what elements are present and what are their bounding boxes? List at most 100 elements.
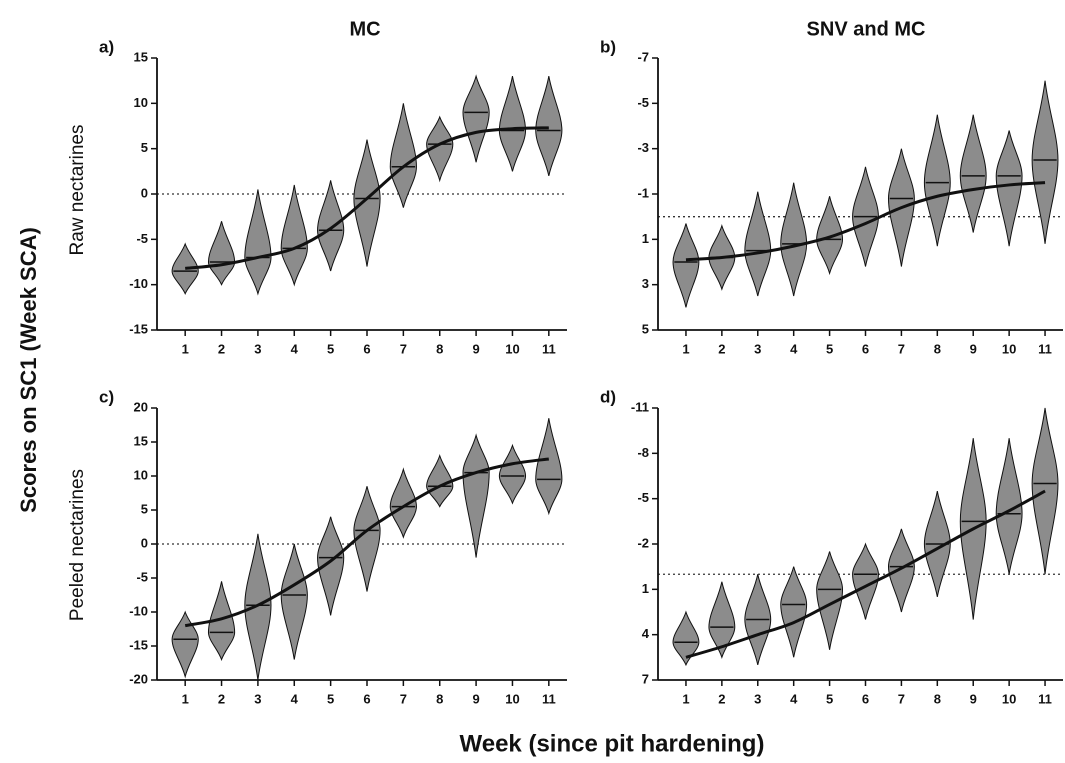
fit-line	[185, 126, 549, 270]
x-tick-label: 11	[1038, 691, 1052, 706]
y-tick-label: 5	[642, 321, 649, 336]
x-tick-label: 6	[862, 691, 869, 706]
column-title: MC	[349, 18, 380, 40]
fit-line	[685, 489, 1046, 659]
violin	[498, 443, 527, 505]
y-tick-label: -5	[136, 569, 148, 584]
y-axis-label: Scores on SC1 (Week SCA)	[16, 227, 41, 513]
y-tick-label: -10	[129, 276, 148, 291]
y-tick-label: -20	[129, 671, 148, 686]
violin	[816, 196, 844, 276]
x-tick-label: 3	[754, 691, 761, 706]
violin	[887, 528, 915, 613]
violin	[280, 543, 308, 660]
panel-label: c)	[99, 387, 114, 406]
x-tick-label: 2	[718, 341, 725, 356]
violin	[672, 610, 700, 667]
y-tick-label: -5	[136, 231, 148, 246]
violin	[244, 533, 272, 681]
x-tick-label: 3	[254, 341, 261, 356]
violin	[462, 433, 490, 558]
violin	[317, 516, 345, 616]
y-tick-label: -8	[637, 445, 649, 460]
y-tick-label: 10	[134, 467, 148, 482]
violin	[498, 76, 527, 172]
y-tick-label: 1	[642, 581, 649, 596]
violin	[244, 189, 272, 296]
x-tick-label: 9	[472, 691, 479, 706]
x-tick-label: 10	[1002, 341, 1016, 356]
violin	[959, 114, 987, 233]
x-tick-label: 10	[505, 691, 519, 706]
x-tick-label: 2	[218, 341, 225, 356]
x-tick-label: 5	[327, 341, 334, 356]
fit-line	[184, 457, 550, 628]
x-tick-label: 10	[505, 341, 519, 356]
x-tick-label: 4	[291, 691, 299, 706]
violin	[207, 221, 236, 286]
violin	[672, 223, 700, 308]
violin	[171, 610, 199, 679]
x-tick-label: 1	[182, 691, 189, 706]
violin	[317, 180, 345, 272]
violin	[389, 467, 417, 539]
x-tick-label: 1	[682, 341, 689, 356]
violin	[816, 551, 844, 650]
y-tick-label: 15	[134, 49, 148, 64]
x-axis-label: Week (since pit hardening)	[460, 730, 765, 757]
y-tick-label: 3	[642, 276, 649, 291]
x-tick-label: 9	[970, 691, 977, 706]
y-tick-label: -10	[129, 603, 148, 618]
column-title: SNV and MC	[807, 18, 926, 40]
violin	[171, 242, 199, 295]
x-tick-label: 8	[436, 691, 443, 706]
x-tick-label: 11	[542, 691, 556, 706]
violin	[780, 566, 808, 658]
y-tick-label: 7	[642, 671, 649, 686]
y-tick-label: 5	[141, 140, 148, 155]
violin	[852, 542, 879, 620]
x-tick-label: 10	[1002, 691, 1016, 706]
violin	[280, 184, 308, 287]
fit-line	[685, 181, 1046, 262]
violin	[780, 182, 808, 297]
y-tick-label: 0	[141, 185, 148, 200]
panel-label: a)	[99, 37, 114, 56]
violin	[426, 115, 454, 183]
violin	[995, 438, 1023, 575]
x-tick-label: 5	[327, 691, 334, 706]
x-tick-label: 1	[682, 691, 689, 706]
y-tick-label: 4	[642, 626, 650, 641]
x-tick-label: 7	[898, 341, 905, 356]
x-tick-label: 9	[472, 341, 479, 356]
violin	[462, 74, 490, 163]
y-tick-label: 0	[141, 535, 148, 550]
violin	[353, 486, 381, 592]
x-tick-label: 2	[718, 691, 725, 706]
x-tick-label: 1	[182, 341, 189, 356]
y-tick-label: -15	[129, 321, 148, 336]
violin	[708, 581, 736, 659]
violin	[207, 581, 236, 662]
y-tick-label: -7	[637, 49, 649, 64]
violin	[535, 76, 563, 176]
violin	[995, 130, 1023, 247]
violin	[389, 103, 417, 208]
x-tick-label: 5	[826, 341, 833, 356]
y-tick-label: -1	[637, 185, 649, 200]
x-tick-label: 11	[1038, 341, 1052, 356]
violin	[1031, 80, 1059, 244]
x-tick-label: 2	[218, 691, 225, 706]
y-tick-label: 10	[134, 95, 148, 110]
y-tick-label: 5	[141, 501, 148, 516]
y-tick-label: -5	[637, 95, 649, 110]
violin	[744, 191, 772, 297]
x-tick-label: 8	[934, 691, 941, 706]
x-tick-label: 9	[970, 341, 977, 356]
x-tick-label: 7	[400, 341, 407, 356]
y-tick-label: -11	[631, 399, 649, 414]
x-tick-label: 5	[826, 691, 833, 706]
x-tick-label: 8	[934, 341, 941, 356]
x-tick-label: 6	[862, 341, 869, 356]
